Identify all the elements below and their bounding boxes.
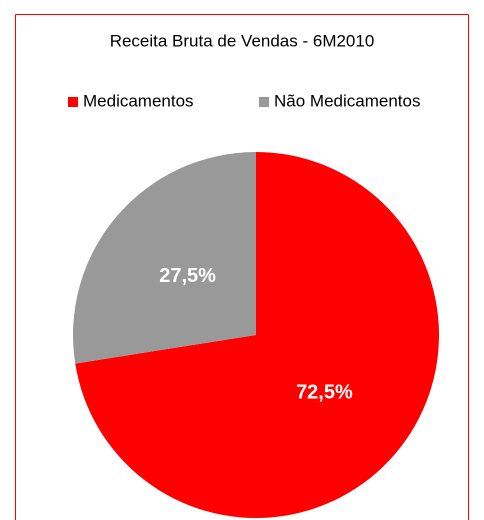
legend-label: Não Medicamentos bbox=[274, 91, 420, 110]
legend-swatch bbox=[68, 97, 78, 107]
chart-title: Receita Bruta de Vendas - 6M2010 bbox=[110, 31, 375, 50]
pie-slice bbox=[75, 152, 439, 518]
legend-swatch bbox=[259, 97, 269, 107]
data-label: 27,5% bbox=[159, 265, 216, 287]
legend-label: Medicamentos bbox=[83, 91, 194, 110]
pie-slice bbox=[72, 152, 256, 364]
data-label: 72,5% bbox=[296, 382, 353, 404]
